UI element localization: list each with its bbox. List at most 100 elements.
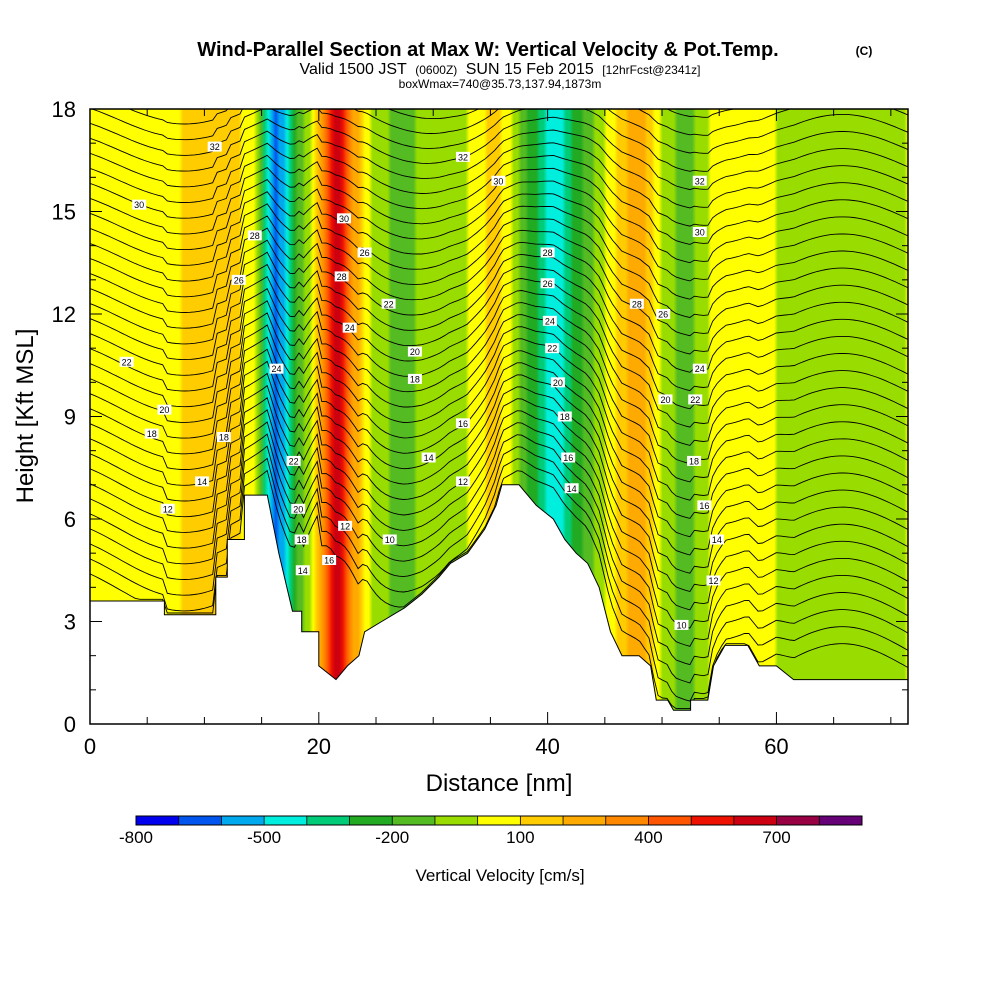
valid-date: SUN 15 Feb 2015: [466, 61, 594, 78]
contour-label-text: 12: [163, 504, 173, 514]
contour-label: 24: [269, 363, 284, 374]
y-tick-label: 3: [64, 610, 76, 635]
theta-contour-line: [90, 251, 908, 392]
colorbar-swatch: [733, 816, 778, 825]
contour-label-text: 28: [337, 272, 347, 282]
contour-label-text: 10: [385, 535, 395, 545]
contour-label: 30: [132, 199, 147, 210]
contour-label-text: 16: [324, 556, 334, 566]
contour-label: 26: [357, 247, 372, 258]
contour-label-text: 24: [345, 323, 355, 333]
colorbar-tick-label: 400: [634, 828, 662, 847]
valid-time-line: Valid 1500 JST (0600Z) SUN 15 Feb 2015 […: [299, 61, 700, 78]
plot-area: 32 30 28 26 22 20 18 18 14 12 24 22 20 18 14 16 12 30 28 26…: [90, 109, 908, 724]
contour-label-text: 14: [567, 484, 577, 494]
theta-contour-line: [90, 324, 908, 501]
contour-label-text: 28: [250, 231, 260, 241]
contour-label-text: 22: [547, 344, 557, 354]
contour-label: 20: [291, 503, 306, 514]
theta-contour-line: [90, 445, 908, 684]
x-tick-label: 20: [307, 734, 331, 759]
contour-label-text: 20: [553, 378, 563, 388]
contour-label: 10: [674, 619, 689, 630]
contour-label: 24: [542, 315, 557, 326]
contour-label: 32: [692, 175, 707, 186]
colorbar-swatch: [648, 816, 692, 825]
theta-contour-line: [90, 129, 908, 209]
y-tick-label: 0: [64, 712, 76, 737]
colorbar-swatch: [691, 816, 735, 825]
contour-label: 20: [550, 377, 565, 388]
contour-label-text: 12: [340, 521, 350, 531]
contour-label: 16: [322, 555, 337, 566]
x-tick-label: 60: [764, 734, 788, 759]
contour-label-text: 20: [159, 405, 169, 415]
colorbar-swatch: [349, 816, 393, 825]
contour-label-text: 22: [289, 456, 299, 466]
contour-label-text: 26: [543, 279, 553, 289]
contour-label: 30: [491, 175, 506, 186]
contour-label-text: 28: [632, 299, 642, 309]
contour-label-text: 26: [658, 310, 668, 320]
y-tick-label: 9: [64, 405, 76, 430]
contour-label: 20: [157, 404, 172, 415]
contour-label-text: 16: [699, 501, 709, 511]
theta-contour-line: [90, 469, 908, 710]
contour-label-text: 30: [134, 200, 144, 210]
contour-label: 30: [336, 213, 351, 224]
contour-label-text: 30: [493, 176, 503, 186]
contour-label-text: 18: [410, 374, 420, 384]
contour-label: 28: [334, 271, 349, 282]
contour-label-text: 32: [210, 142, 220, 152]
theta-contour-line: [90, 300, 908, 465]
copyright-mark: (C): [856, 44, 873, 58]
contour-label-text: 22: [122, 357, 132, 367]
contour-label-text: 20: [660, 395, 670, 405]
theta-contour-line: [90, 312, 908, 483]
contour-label: 18: [144, 428, 159, 439]
contour-label: 28: [629, 298, 644, 309]
contour-label: 30: [692, 227, 707, 238]
theta-contour-line: [90, 179, 908, 282]
theta-contour-line: [90, 421, 908, 647]
contour-label-text: 14: [712, 535, 722, 545]
contour-label-text: 30: [339, 214, 349, 224]
contour-label-text: 14: [298, 566, 308, 576]
contour-label: 22: [381, 298, 396, 309]
contour-label: 18: [407, 373, 422, 384]
contour-label-text: 24: [271, 364, 281, 374]
contour-label: 18: [216, 432, 231, 443]
contour-label-text: 12: [709, 576, 719, 586]
colorbar-label: Vertical Velocity [cm/s]: [415, 866, 584, 885]
contour-label: 18: [557, 411, 572, 422]
contour-label: 24: [342, 322, 357, 333]
colorbar-swatch: [434, 816, 479, 825]
contour-label: 20: [407, 346, 422, 357]
contour-label-text: 20: [410, 347, 420, 357]
contour-label: 24: [692, 363, 707, 374]
theta-contour-line: [90, 109, 908, 154]
valid-prefix: Valid 1500 JST: [299, 61, 407, 78]
contour-label: 14: [295, 565, 310, 576]
colorbar-swatch: [477, 816, 521, 825]
theta-contour-line: [90, 239, 908, 373]
y-axis: 0 3 6 9 12 15 18: [52, 97, 908, 737]
contour-label-text: 22: [690, 395, 700, 405]
contour-label-text: 28: [543, 248, 553, 258]
colorbar-tick-label: -200: [375, 828, 409, 847]
y-tick-label: 6: [64, 507, 76, 532]
contour-label: 14: [709, 534, 724, 545]
contour-label-text: 12: [458, 477, 468, 487]
contour-label-text: 18: [147, 429, 157, 439]
colorbar-swatch: [776, 816, 820, 825]
contour-label: 28: [540, 247, 555, 258]
contour-label-text: 14: [197, 477, 207, 487]
contour-label: 12: [160, 503, 175, 514]
contour-label: 14: [195, 476, 210, 487]
theta-contour-line: [90, 360, 908, 556]
contour-label-text: 26: [234, 275, 244, 285]
theta-contour-line: [90, 191, 908, 300]
theta-contour-line: [90, 215, 908, 337]
x-axis-label: Distance [nm]: [426, 770, 573, 797]
